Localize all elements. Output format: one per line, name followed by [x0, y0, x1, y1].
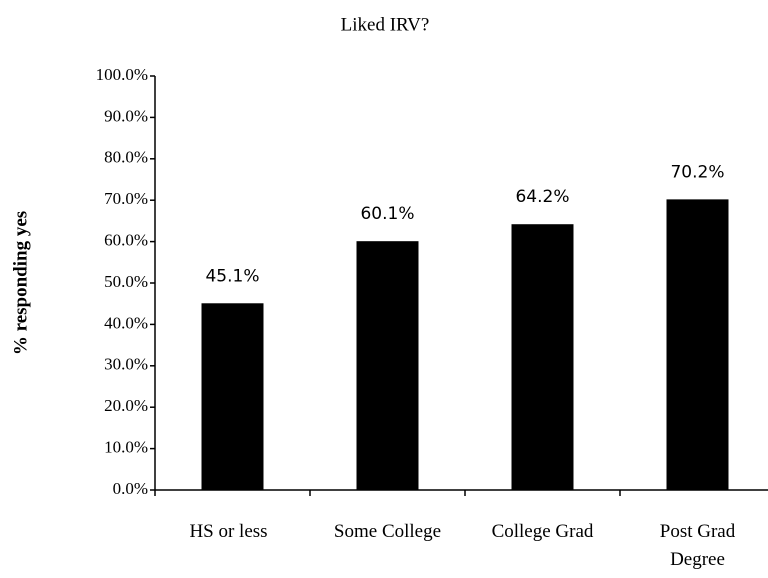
x-tick-label: HS or less — [189, 521, 268, 542]
x-tick-label: Post Grad Degree — [659, 521, 736, 570]
y-tick-label: 20.0% — [104, 396, 148, 415]
y-tick-label: 100.0% — [96, 65, 148, 84]
value-label: 64.2% — [515, 187, 569, 207]
bar — [201, 303, 264, 490]
y-tick-label: 40.0% — [104, 313, 148, 332]
chart-title: Liked IRV? — [341, 14, 430, 35]
value-label: 70.2% — [670, 162, 724, 182]
y-tick-label: 60.0% — [104, 231, 148, 250]
value-label: 60.1% — [360, 204, 414, 224]
y-axis-label: % responding yes — [10, 211, 31, 355]
bar — [511, 224, 574, 490]
value-label: 45.1% — [205, 266, 259, 286]
y-tick-label: 10.0% — [104, 438, 148, 457]
y-tick-label: 50.0% — [104, 272, 148, 291]
bar — [356, 241, 419, 490]
y-tick-label: 80.0% — [104, 148, 148, 167]
y-tick-label: 90.0% — [104, 106, 148, 125]
y-tick-label: 70.0% — [104, 189, 148, 208]
bar — [666, 199, 729, 490]
x-tick-label: College Grad — [491, 521, 594, 542]
y-tick-label: 30.0% — [104, 355, 148, 374]
y-tick-label: 0.0% — [113, 479, 148, 498]
x-tick-label: Some College — [333, 521, 442, 542]
